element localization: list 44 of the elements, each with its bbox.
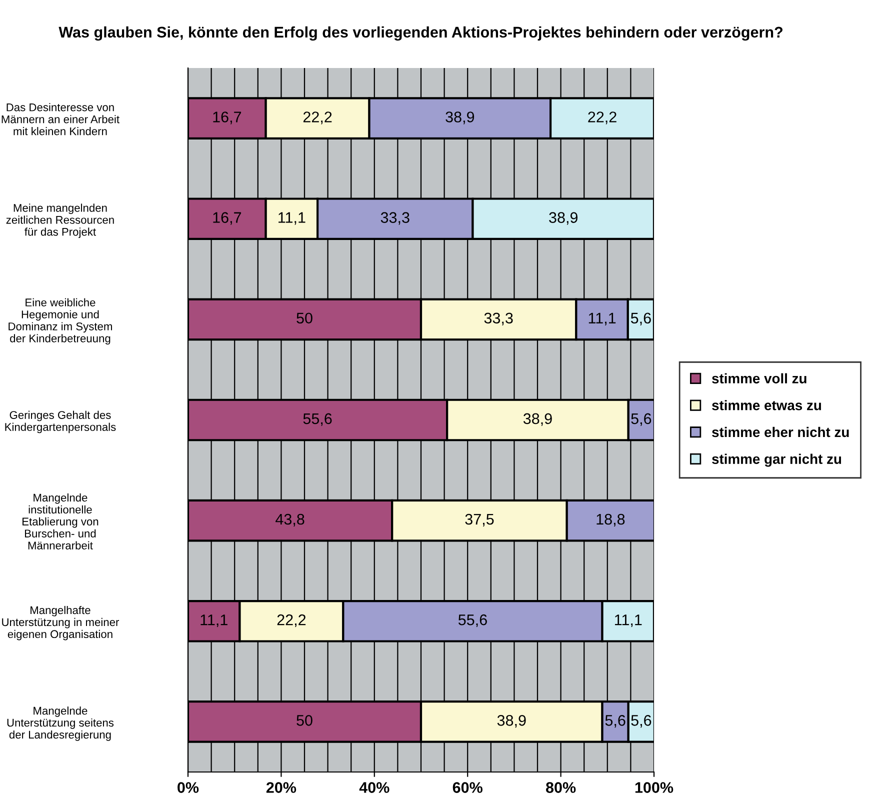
data-label: 5,6 bbox=[630, 312, 651, 326]
data-label: 5,6 bbox=[631, 413, 652, 426]
data-label: 33,3 bbox=[484, 312, 513, 326]
x-tick-label: 60% bbox=[452, 782, 482, 793]
y-tick-label: Das Desinteresse von Männern an einer Arbeit mit kleinen Kindern bbox=[2, 103, 120, 136]
x-tick-label: 40% bbox=[359, 782, 390, 793]
legend-label: stimme voll zu bbox=[712, 373, 806, 384]
data-label: 5,6 bbox=[605, 714, 626, 728]
data-label: 11,1 bbox=[278, 212, 306, 225]
data-label: 11,1 bbox=[615, 614, 642, 628]
data-label: 43,8 bbox=[276, 514, 304, 526]
data-label: 50 bbox=[296, 714, 312, 726]
data-label: 16,7 bbox=[213, 112, 242, 124]
data-label: 38,9 bbox=[523, 413, 552, 426]
legend-label: stimme etwas zu bbox=[712, 400, 821, 410]
data-label: 18,8 bbox=[596, 514, 625, 526]
data-label: 33,3 bbox=[380, 212, 410, 225]
y-tick-label: Eine weibliche Hegemonie und Dominanz im System der Kinderbetreuung bbox=[8, 298, 112, 345]
x-tick-label: 20% bbox=[266, 782, 296, 793]
data-label: 11,1 bbox=[588, 312, 616, 326]
y-tick-label: Geringes Gehalt des Kindergartenpersonals bbox=[5, 410, 116, 434]
data-label: 37,5 bbox=[465, 514, 494, 526]
legend-label: stimme gar nicht zu bbox=[712, 454, 842, 467]
data-label: 38,9 bbox=[446, 112, 474, 124]
y-tick-label: Meine mangelnden zeitlichen Ressourcen für das Projekt bbox=[6, 204, 114, 238]
data-label: 22,2 bbox=[588, 112, 616, 124]
y-tick-label: Mangelnde Unterstützung seitens der Landesregierung bbox=[7, 706, 114, 741]
data-label: 5,6 bbox=[631, 714, 652, 728]
legend-label: stimme eher nicht zu bbox=[712, 426, 849, 438]
x-tick-label: 100% bbox=[635, 782, 674, 793]
data-label: 50 bbox=[296, 312, 312, 324]
data-label: 55,6 bbox=[303, 413, 332, 426]
data-label: 22,2 bbox=[303, 112, 332, 124]
x-tick-label: 80% bbox=[546, 782, 576, 793]
chart-title: Was glauben Sie, könnte den Erfolg des vorliegenden Aktions-Projektes behindern oder verzögern? bbox=[58, 26, 782, 41]
y-tick-label: Mangelnde institutionelle Etablierung von Burschen- und Männerarbeit bbox=[22, 493, 98, 550]
x-tick-label: 0% bbox=[178, 782, 199, 793]
data-label: 55,6 bbox=[458, 614, 487, 628]
data-label: 16,7 bbox=[213, 212, 242, 225]
data-label: 38,9 bbox=[497, 714, 526, 728]
data-label: 11,1 bbox=[200, 614, 228, 628]
y-tick-label: Mangelhafte Unterstützung in meiner eigenen Organisation bbox=[2, 606, 120, 640]
data-label: 38,9 bbox=[549, 212, 578, 225]
data-label: 22,2 bbox=[277, 614, 306, 628]
